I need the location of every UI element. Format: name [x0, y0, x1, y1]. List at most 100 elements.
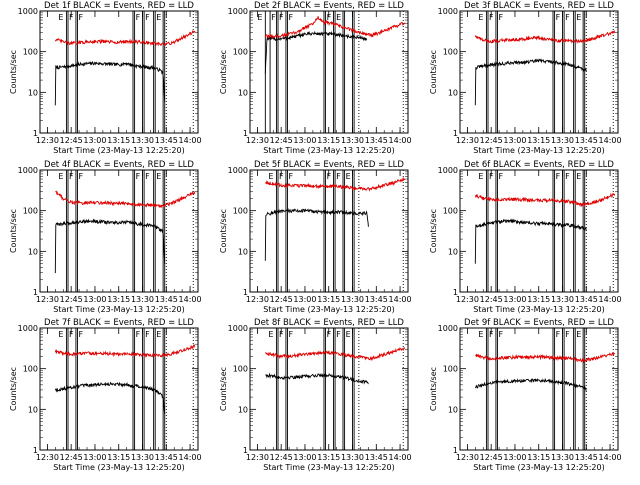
plot-frame	[459, 10, 619, 134]
x-tick-label: 13:15	[527, 453, 550, 462]
x-tick-label: 14:00	[389, 136, 412, 145]
y-tick-label: 1000	[228, 324, 248, 333]
x-tick-label: 12:30	[246, 136, 269, 145]
flag-label: F	[69, 13, 74, 22]
series-line-events	[265, 372, 369, 385]
y-axis-label: Counts/sec	[429, 367, 438, 411]
plot-frame	[39, 10, 199, 134]
y-axis-label: Counts/sec	[429, 50, 438, 94]
flag-label: E	[58, 330, 63, 339]
flag-label: F	[289, 330, 294, 339]
series-line-lld	[54, 29, 196, 47]
y-axis-label: Counts/sec	[9, 50, 18, 94]
x-tick-label: 12:45	[60, 136, 83, 145]
x-tick-label: 12:30	[456, 295, 479, 304]
panel-title: Det 6f BLACK = Events, RED = LLD	[464, 160, 614, 170]
y-tick-label: 100	[233, 365, 248, 374]
y-tick-label: 100	[23, 365, 38, 374]
series-line-lld	[54, 344, 196, 358]
panel-title: Det 4f BLACK = Events, RED = LLD	[44, 160, 194, 170]
x-tick-label: 12:45	[270, 295, 293, 304]
x-tick-label: 13:30	[341, 295, 364, 304]
flag-label: E	[156, 13, 161, 22]
y-tick-label: 100	[233, 207, 248, 216]
flag-label: F	[136, 13, 141, 22]
x-axis-label: Start Time (23-May-13 12:25:20)	[53, 463, 184, 472]
y-axis-label: Counts/sec	[219, 209, 228, 253]
series-line-events	[264, 30, 368, 74]
panel-title: Det 3f BLACK = Events, RED = LLD	[464, 1, 614, 11]
x-tick-label: 13:00	[293, 295, 316, 304]
flag-label: E	[336, 13, 341, 22]
flag-label: F	[556, 13, 561, 22]
flag-label: E	[478, 13, 483, 22]
y-tick-label: 10	[448, 405, 458, 414]
y-tick-label: 10	[28, 88, 38, 97]
flag-label: F	[145, 13, 150, 22]
series-line-events	[54, 381, 166, 414]
x-tick-label: 13:30	[131, 453, 154, 462]
series-line-events	[474, 58, 587, 106]
x-tick-label: 12:30	[246, 453, 269, 462]
x-tick-label: 14:00	[179, 136, 202, 145]
flag-label: F	[136, 330, 141, 339]
flag-label: F	[556, 172, 561, 181]
y-axis-label: Counts/sec	[9, 367, 18, 411]
flag-label: F	[279, 172, 284, 181]
x-tick-label: 13:45	[365, 453, 388, 462]
y-tick-label: 1000	[438, 324, 458, 333]
flag-label: E	[478, 172, 483, 181]
y-tick-label: 100	[23, 48, 38, 57]
x-tick-label: 13:15	[317, 453, 340, 462]
y-tick-label: 10	[238, 405, 248, 414]
series-line-events	[474, 218, 587, 264]
flag-label: E	[576, 330, 581, 339]
y-tick-label: 1000	[18, 324, 38, 333]
x-tick-label: 13:30	[131, 136, 154, 145]
flag-label: E	[576, 13, 581, 22]
series-line-events	[474, 377, 587, 392]
x-tick-label: 13:15	[527, 295, 550, 304]
flag-label: F	[489, 172, 494, 181]
x-tick-label: 13:00	[503, 136, 526, 145]
x-tick-label: 13:00	[83, 295, 106, 304]
flag-label: E	[268, 172, 273, 181]
flag-label: F	[289, 13, 294, 22]
y-tick-label: 1	[453, 288, 458, 297]
x-tick-label: 12:30	[456, 453, 479, 462]
flag-label: F	[279, 13, 284, 22]
plot-frame	[249, 169, 409, 293]
x-tick-label: 13:45	[575, 136, 598, 145]
flag-label: F	[79, 330, 84, 339]
x-tick-label: 12:45	[480, 136, 503, 145]
x-tick-label: 13:45	[365, 295, 388, 304]
panel-title: Det 8f BLACK = Events, RED = LLD	[254, 318, 404, 328]
flag-label: E	[58, 13, 63, 22]
x-tick-label: 14:00	[599, 136, 622, 145]
x-tick-label: 13:00	[503, 453, 526, 462]
plot-frame	[249, 327, 409, 451]
flag-label: F	[565, 172, 570, 181]
flag-label: F	[69, 172, 74, 181]
x-axis-label: Start Time (23-May-13 12:25:20)	[473, 463, 604, 472]
y-tick-label: 10	[28, 405, 38, 414]
flag-label: F	[327, 172, 332, 181]
x-tick-label: 13:45	[155, 295, 178, 304]
x-tick-label: 13:15	[107, 136, 130, 145]
series-line-events	[264, 208, 369, 261]
x-tick-label: 14:00	[179, 295, 202, 304]
x-tick-label: 13:45	[575, 453, 598, 462]
x-tick-label: 14:00	[599, 453, 622, 462]
panel-title: Det 2f BLACK = Events, RED = LLD	[254, 1, 404, 11]
x-tick-label: 12:30	[36, 295, 59, 304]
plot-frame	[39, 169, 199, 293]
panel-title: Det 7f BLACK = Events, RED = LLD	[44, 318, 194, 328]
plot-frame	[459, 327, 619, 451]
y-tick-label: 1000	[18, 166, 38, 175]
